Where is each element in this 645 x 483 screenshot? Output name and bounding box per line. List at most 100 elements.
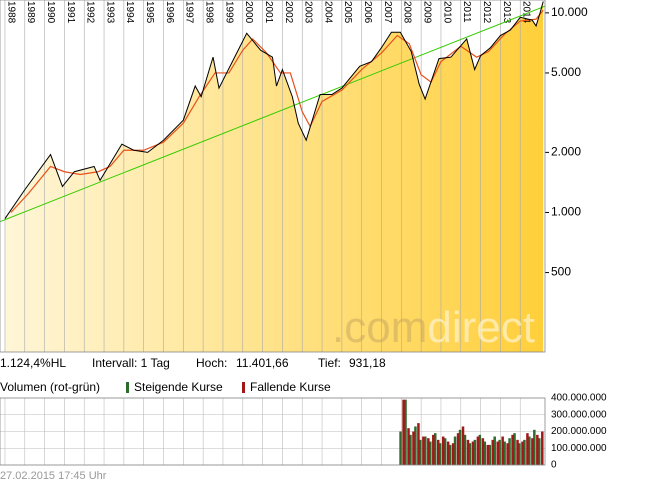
volume-bar: [412, 431, 415, 465]
volume-bar: [441, 436, 445, 465]
watermark-part: .com: [332, 303, 427, 352]
x-tick-label: 2005: [342, 1, 353, 24]
volume-tick-label: 100.000.000: [551, 443, 607, 454]
volume-bar: [533, 429, 536, 465]
timestamp: 27.02.2015 17:45 Uhr: [0, 470, 107, 482]
volume-bar: [513, 433, 516, 465]
volume-bar: [511, 434, 514, 465]
volume-bar: [438, 443, 442, 465]
volume-bar: [407, 428, 410, 465]
volume-bar: [541, 431, 544, 465]
trend-line: [0, 5, 546, 223]
volume-bar: [496, 441, 499, 465]
volume-bar: [481, 438, 485, 465]
x-tick-label: 1989: [25, 1, 36, 24]
volume-bar: [508, 438, 511, 465]
legend-swatch: [242, 382, 245, 393]
legend-swatch: [126, 382, 129, 393]
volume-bar: [501, 436, 504, 465]
volume-bar: [523, 439, 526, 465]
price-area: [4, 1, 544, 352]
y-tick-label: 1.000: [551, 205, 581, 219]
x-tick-label: 2002: [283, 1, 294, 24]
volume-bar: [437, 439, 440, 465]
x-tick-label: 2000: [243, 1, 254, 24]
volume-bar: [399, 431, 402, 465]
x-tick-label: 1990: [45, 1, 56, 24]
volume-tick-label: 400.000.000: [551, 393, 607, 404]
stat-text: 1.124,4%HL: [0, 356, 66, 370]
volume-bar: [521, 441, 524, 465]
stat-text: Intervall: 1 Tag: [92, 356, 170, 370]
volume-bar: [417, 423, 420, 465]
x-tick-label: 1999: [223, 1, 234, 24]
volume-bar: [427, 438, 430, 465]
x-tick-label: 1991: [65, 1, 76, 24]
volume-bar: [414, 426, 417, 465]
plot-frame: [0, 0, 546, 353]
x-tick-label: 2010: [441, 1, 452, 24]
volume-bar: [453, 436, 457, 465]
volume-bar: [429, 441, 432, 465]
volume-bar: [528, 436, 531, 465]
volume-frame: [0, 397, 546, 466]
volume-tick-label: 200.000.000: [551, 426, 607, 437]
volume-bar: [473, 439, 477, 465]
x-tick-label: 1992: [85, 1, 96, 24]
x-tick-label: 2011: [461, 1, 472, 23]
x-tick-label: 2014: [521, 1, 532, 24]
volume-bar: [443, 438, 447, 465]
y-tick-label: 5.000: [551, 65, 581, 79]
watermark: .comdirect: [332, 303, 535, 352]
legend-label: Steigende Kurse: [134, 380, 223, 394]
legend-label: Fallende Kurse: [250, 380, 331, 394]
x-tick-label: 2008: [402, 1, 413, 24]
stat-text: Tief:: [318, 356, 341, 370]
x-tick-label: 2003: [303, 1, 314, 24]
x-tick-label: 1988: [5, 1, 16, 24]
x-tick-label: 1997: [184, 1, 195, 24]
volume-bar: [434, 433, 437, 465]
volume-bar: [488, 444, 491, 465]
volume-bar: [468, 443, 472, 465]
x-tick-label: 1994: [124, 1, 135, 24]
volume-bar: [461, 426, 465, 465]
x-tick-label: 2012: [481, 1, 492, 24]
volume-bar: [503, 441, 506, 465]
x-tick-label: 2006: [362, 1, 373, 24]
x-tick-label: 2009: [421, 1, 432, 24]
volume-bar: [518, 443, 521, 465]
volume-bar: [463, 434, 467, 465]
y-tick-label: 2.000: [551, 145, 581, 159]
volume-bar: [402, 399, 405, 465]
volume-bar: [526, 433, 529, 465]
volume-bar: [451, 443, 455, 465]
volume-bar: [409, 434, 412, 465]
volume-bar: [424, 436, 427, 465]
volume-bar: [483, 441, 487, 465]
x-tick-label: 1993: [104, 1, 115, 24]
price-line: [4, 1, 544, 219]
volume-bar: [458, 429, 462, 465]
volume-bar: [498, 439, 501, 465]
volume-bar: [448, 444, 452, 465]
volume-bar: [456, 433, 460, 465]
y-tick-label: 500: [551, 265, 571, 279]
x-tick-label: 2013: [501, 1, 512, 24]
volume-bar: [476, 436, 480, 465]
x-tick-label: 1995: [144, 1, 155, 24]
volume-tick-label: 300.000.000: [551, 409, 607, 420]
stat-text: 11.401,66: [236, 356, 289, 370]
volume-bar: [466, 439, 470, 465]
volume-bar: [471, 441, 475, 465]
volume-bar: [531, 438, 534, 465]
volume-bar: [419, 439, 422, 465]
volume-bar: [536, 434, 539, 465]
volume-bar: [422, 436, 425, 465]
stat-text: Hoch:: [196, 356, 227, 370]
volume-bar: [493, 436, 496, 465]
volume-bar: [404, 399, 407, 465]
volume-bar: [432, 434, 435, 465]
volume-bar: [446, 441, 450, 465]
